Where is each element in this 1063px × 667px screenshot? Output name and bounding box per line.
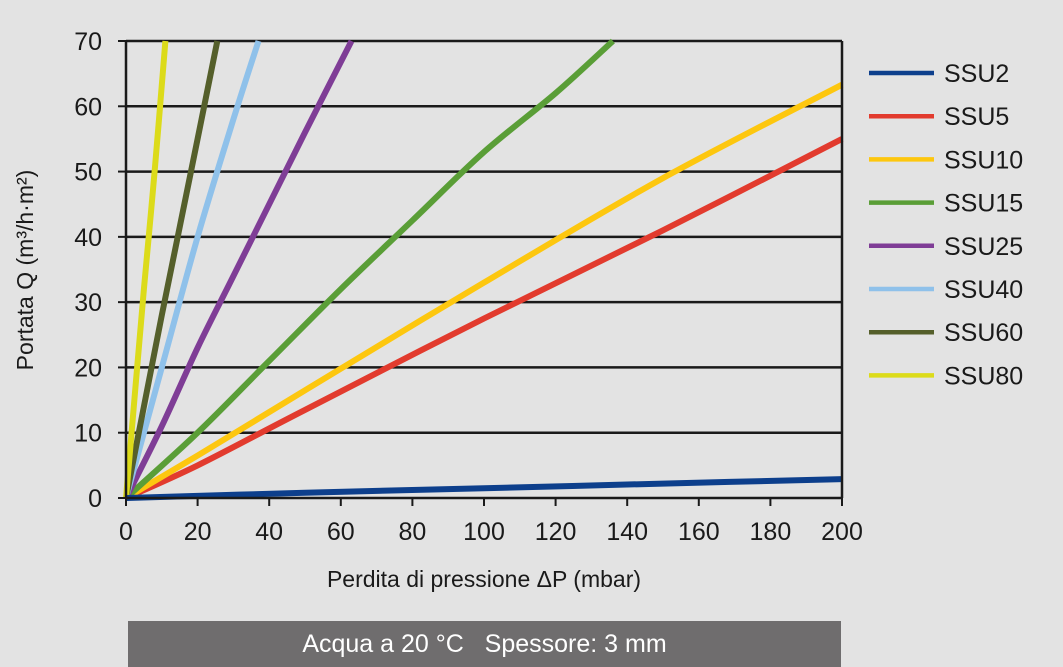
legend-label-ssu10: SSU10 — [944, 146, 1023, 174]
y-tick-label: 10 — [74, 420, 102, 448]
y-axis-label: Portata Q (m³/h·m²) — [12, 170, 38, 371]
legend-label-ssu25: SSU25 — [944, 233, 1023, 261]
series-line-ssu15 — [123, 38, 615, 501]
x-tick-label: 200 — [821, 518, 863, 546]
x-axis-label: Perdita di pressione ΔP (mbar) — [327, 566, 641, 592]
legend-label-ssu2: SSU2 — [944, 60, 1009, 88]
y-tick-label: 30 — [74, 289, 102, 317]
x-tick-label: 60 — [327, 518, 355, 546]
y-tick-label: 0 — [88, 485, 102, 513]
x-tick-label: 0 — [119, 518, 133, 546]
series-layer — [123, 38, 844, 501]
x-tick-labels: 0 20 40 60 80 100 120 140 160 180 200 — [119, 518, 863, 546]
series-line-ssu10 — [124, 82, 844, 501]
series-line-ssu60 — [123, 40, 221, 499]
legend-label-ssu60: SSU60 — [944, 319, 1023, 347]
gridlines — [126, 39, 842, 434]
y-tick-labels: 0 10 20 30 40 50 60 70 — [74, 28, 102, 513]
y-tick-label: 20 — [74, 354, 102, 382]
x-tick-label: 20 — [184, 518, 212, 546]
x-tick-label: 80 — [398, 518, 426, 546]
y-tick-label: 50 — [74, 159, 102, 187]
series-line-ssu25 — [123, 39, 355, 500]
x-tick-label: 180 — [750, 518, 792, 546]
x-tick-label: 40 — [255, 518, 283, 546]
y-tick-label: 60 — [74, 93, 102, 121]
x-tick-label: 140 — [606, 518, 648, 546]
series-line-ssu5 — [124, 136, 844, 501]
x-tick-label: 160 — [678, 518, 720, 546]
x-tick-label: 100 — [463, 518, 505, 546]
series-line-ssu2 — [125, 476, 843, 501]
series-line-ssu80 — [123, 40, 169, 499]
y-tick-label: 40 — [74, 224, 102, 252]
legend-label-ssu40: SSU40 — [944, 276, 1023, 304]
legend: SSU2 SSU5 SSU10 SSU15 SSU25 SSU40 SSU60 SSU80 — [869, 60, 1023, 390]
axes — [118, 40, 844, 506]
x-tick-label: 120 — [535, 518, 577, 546]
y-tick-label: 70 — [74, 28, 102, 56]
series-line-ssu40 — [123, 40, 262, 499]
caption-bar: Acqua a 20 °C Spessore: 3 mm — [128, 621, 841, 667]
legend-label-ssu80: SSU80 — [944, 362, 1023, 390]
legend-label-ssu15: SSU15 — [944, 190, 1023, 218]
legend-label-ssu5: SSU5 — [944, 103, 1009, 131]
